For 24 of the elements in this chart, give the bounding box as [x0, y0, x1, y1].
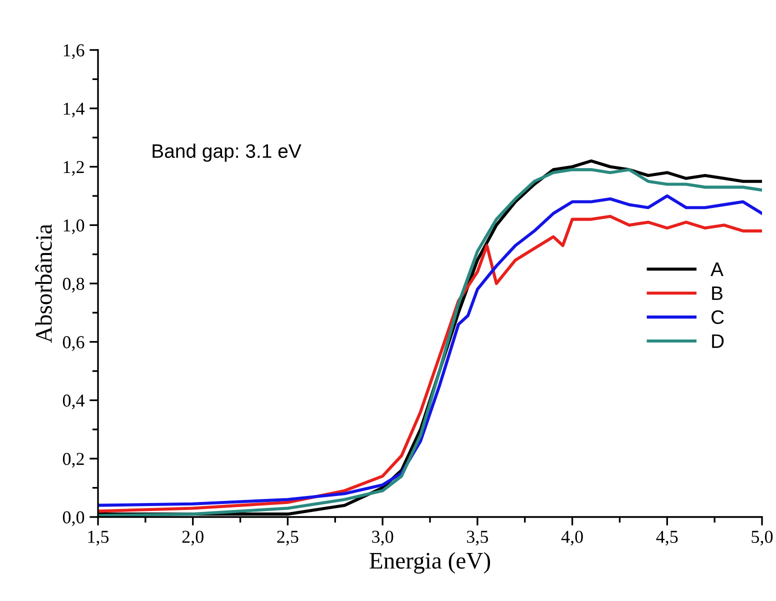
legend-label: C: [712, 310, 724, 324]
x-tick-label: 2,5: [277, 530, 298, 546]
legend-label: A: [710, 262, 724, 276]
y-tick-label: 1,0: [64, 219, 84, 234]
x-tick-label: 2,0: [182, 530, 204, 546]
x-tick-label: 3,0: [372, 530, 394, 546]
x-axis-title: Energia (eV): [370, 552, 490, 574]
y-tick-label: 1,2: [64, 161, 84, 176]
y-tick-label: 0,8: [62, 278, 84, 293]
x-tick-label: 5,0: [752, 530, 773, 546]
annotation: Band gap: 3.1 eV: [152, 144, 302, 162]
y-tick-label: 0,0: [62, 511, 84, 526]
y-tick-label: 0,2: [62, 452, 84, 468]
legend-label: B: [712, 286, 722, 300]
x-tick-label: 4,0: [561, 530, 583, 546]
y-axis-title: Absorbância: [35, 224, 52, 343]
x-tick-label: 1,5: [88, 530, 109, 546]
y-tick-label: 0,6: [62, 336, 84, 351]
x-tick-label: 4,5: [656, 530, 678, 546]
legend-label: D: [712, 334, 724, 348]
y-tick-label: 1,6: [64, 44, 84, 60]
x-tick-label: 3,5: [467, 530, 488, 546]
y-tick-label: 0,4: [62, 394, 85, 410]
y-tick-label: 1,4: [64, 102, 85, 118]
